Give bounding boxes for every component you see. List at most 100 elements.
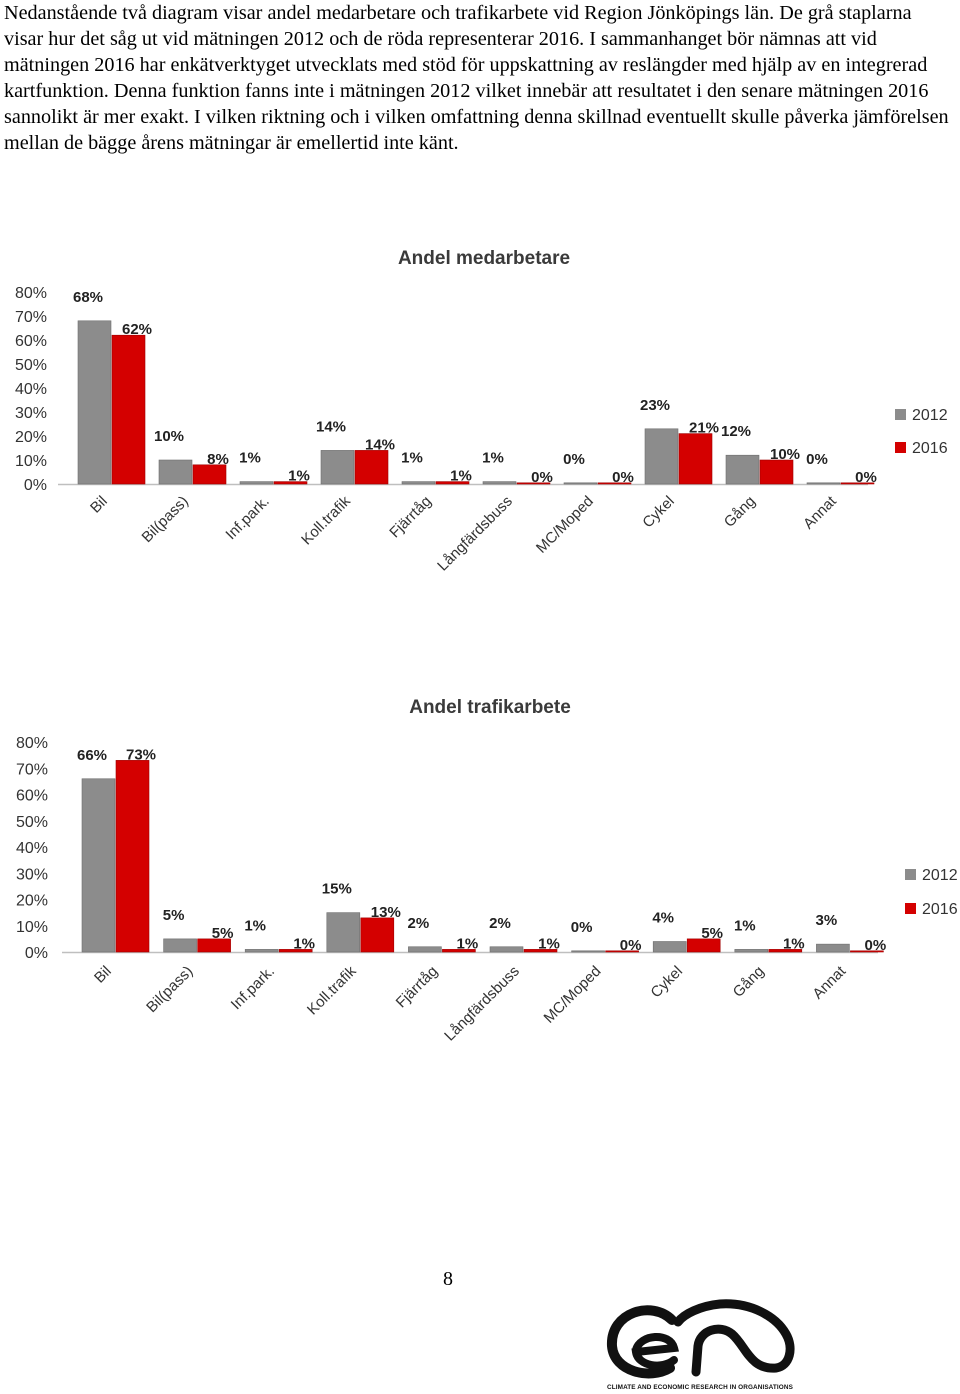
category-label: Bil	[91, 963, 115, 987]
category-label: Långfärdsbuss	[434, 493, 516, 575]
category-label: Koll.trafik	[304, 962, 360, 1018]
category-label: Inf.park.	[222, 493, 272, 543]
chart-svg-trafikarbete: Andel trafikarbete 0% 10% 20% 30% 40% 50% 60% 70…	[16, 697, 958, 1045]
bar-2016	[115, 760, 150, 953]
category-label: Annat	[800, 492, 840, 532]
data-label-2012: 10%	[154, 428, 184, 445]
data-label-2016: 73%	[126, 746, 156, 763]
logo-caption: CLIMATE AND ECONOMIC RESEARCH IN ORGANIS…	[607, 1384, 793, 1391]
bar-2016	[678, 433, 713, 485]
y-tick-label: 60%	[16, 788, 48, 805]
y-tick-label: 40%	[16, 840, 48, 857]
data-label-2012: 1%	[244, 917, 266, 934]
bar-2016	[435, 481, 470, 485]
y-tick-label: 70%	[16, 761, 48, 778]
category-label: Bil	[87, 493, 111, 517]
bar-2012	[244, 949, 279, 953]
data-label-2012: 5%	[163, 907, 185, 924]
data-label-2012: 3%	[816, 912, 838, 929]
bar-2012	[644, 428, 679, 485]
y-tick-label: 80%	[15, 285, 47, 302]
intro-text: Nedanstående två diagram visar andel med…	[4, 0, 954, 156]
bar-2016	[840, 482, 875, 485]
data-label-2012: 1%	[239, 450, 261, 467]
data-label-2012: 1%	[734, 917, 756, 934]
bar-2016	[768, 949, 803, 953]
y-tick-label: 50%	[16, 814, 48, 831]
data-label-2016: 0%	[855, 469, 877, 486]
y-tick-label: 30%	[15, 405, 47, 422]
data-label-2012: 1%	[482, 450, 504, 467]
y-tick-label: 10%	[16, 919, 48, 936]
bar-2012	[320, 450, 355, 485]
bar-2016	[597, 482, 632, 485]
bar-2012	[163, 938, 197, 953]
data-label-2016: 1%	[783, 935, 805, 952]
bar-2012	[489, 946, 524, 953]
legend-label-2016: 2016	[912, 440, 948, 457]
data-label-2016: 62%	[122, 321, 152, 338]
y-tick-label: 20%	[16, 893, 48, 910]
data-label-2012: 1%	[401, 450, 423, 467]
legend-label-2012: 2012	[912, 407, 948, 424]
data-label-2012: 14%	[316, 418, 346, 435]
bar-2012	[239, 481, 274, 485]
data-label-2012: 4%	[652, 910, 674, 927]
bar-2016	[273, 481, 308, 485]
chart-andel-medarbetare: Andel medarbetare 0% 10% 20% 30% 40% 50% 60% 70%…	[0, 240, 960, 600]
bar-2012	[408, 946, 442, 953]
bar-2012	[563, 482, 598, 485]
category-label: Bil(pass)	[143, 963, 196, 1016]
legend-swatch-2012	[895, 409, 906, 420]
bar-2016	[605, 950, 639, 953]
data-label-2016: 1%	[450, 468, 472, 485]
intro-paragraph: Nedanstående två diagram visar andel med…	[4, 2, 949, 154]
data-label-2012: 0%	[571, 919, 593, 936]
category-label: Inf.park.	[228, 963, 278, 1013]
data-label-2016: 8%	[207, 451, 229, 468]
data-label-2012: 68%	[73, 289, 103, 306]
category-label: Annat	[809, 962, 849, 1002]
data-label-2016: 1%	[457, 935, 479, 952]
data-label-2016: 0%	[531, 469, 553, 486]
bar-2012	[806, 482, 841, 485]
data-label-2016: 5%	[701, 925, 723, 942]
bar-2012	[725, 454, 760, 485]
legend-swatch-2016	[905, 903, 916, 914]
bar-2016	[686, 938, 721, 953]
data-label-2012: 2%	[408, 915, 430, 932]
bar-2012	[571, 950, 605, 953]
y-tick-label: 30%	[16, 866, 48, 883]
data-label-2016: 0%	[620, 937, 642, 954]
page-number: 8	[443, 1268, 453, 1290]
y-tick-label: 60%	[15, 333, 47, 350]
category-label: Långfärdsbuss	[441, 963, 523, 1045]
data-label-2016: 1%	[288, 468, 310, 485]
bar-2012	[401, 481, 436, 485]
data-label-2012: 2%	[489, 915, 511, 932]
bar-2016	[192, 464, 227, 485]
bar-2012	[77, 320, 112, 485]
data-label-2012: 23%	[640, 397, 670, 414]
category-label: Cykel	[647, 963, 686, 1002]
chart-title: Andel medarbetare	[398, 248, 570, 269]
legend-label-2016: 2016	[922, 901, 958, 918]
chart-andel-trafikarbete: Andel trafikarbete 0% 10% 20% 30% 40% 50% 60% 70…	[0, 690, 960, 1060]
category-label: MC/Moped	[541, 963, 605, 1027]
data-label-2012: 12%	[721, 423, 751, 440]
y-tick-label: 50%	[15, 357, 47, 374]
y-tick-label: 40%	[15, 381, 47, 398]
category-label: Fjärrtåg	[393, 963, 442, 1012]
data-label-2016: 0%	[865, 937, 887, 954]
bar-2012	[816, 943, 850, 953]
bar-2012	[652, 941, 687, 953]
category-label: Fjärrtåg	[386, 493, 435, 542]
category-label: Koll.trafik	[298, 492, 354, 548]
data-label-2012: 0%	[806, 451, 828, 468]
data-label-2016: 5%	[212, 925, 234, 942]
logo-mark-icon	[607, 1299, 795, 1379]
category-label: Cykel	[639, 493, 678, 532]
y-tick-label: 10%	[15, 453, 47, 470]
category-label: MC/Moped	[533, 493, 597, 557]
bar-2012	[81, 778, 116, 953]
